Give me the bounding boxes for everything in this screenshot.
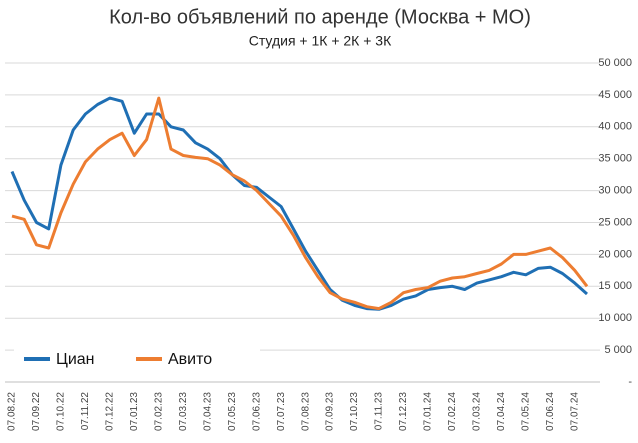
x-tick-label: 07.03.23 bbox=[178, 392, 189, 431]
y-tick-label: - bbox=[628, 376, 632, 388]
x-tick-label: 07.12.23 bbox=[398, 392, 409, 431]
x-tick-label: 07.08.22 bbox=[7, 392, 18, 431]
y-tick-label: 5 000 bbox=[604, 344, 632, 356]
x-tick-label: 07.10.22 bbox=[56, 392, 67, 431]
y-tick-label: 30 000 bbox=[598, 185, 632, 197]
x-tick-label: 07.11.22 bbox=[80, 392, 91, 431]
x-tick-label: 07.11.23 bbox=[374, 392, 385, 431]
legend: Циан Авито bbox=[14, 340, 260, 376]
x-tick-label: 07.05.24 bbox=[520, 392, 531, 431]
x-tick-label: 07.01.24 bbox=[423, 392, 434, 431]
grid: - 5 000 10 000 15 000 20 000 25 000 30 000 35 0… bbox=[5, 57, 632, 431]
x-tick-label: 07.03.24 bbox=[472, 392, 483, 431]
x-tick-label: 07.07.23 bbox=[276, 392, 287, 431]
y-tick-label: 45 000 bbox=[598, 89, 632, 101]
x-tick-label: 07.05.23 bbox=[227, 392, 238, 431]
series-line bbox=[11, 96, 589, 311]
y-tick-label: 50 000 bbox=[598, 57, 632, 69]
series-line bbox=[10, 96, 588, 311]
chart-title: Кол-во объявлений по аренде (Москва + МО… bbox=[109, 6, 531, 28]
x-tick-label: 07.07.24 bbox=[569, 392, 580, 431]
y-tick-label: 25 000 bbox=[598, 216, 632, 228]
x-tick-label: 07.06.24 bbox=[545, 392, 556, 431]
x-tick-label: 07.09.23 bbox=[325, 392, 336, 431]
x-tick-label: 07.06.23 bbox=[251, 392, 262, 431]
x-tick-label: 07.02.24 bbox=[447, 392, 458, 431]
x-tick-label: 07.10.23 bbox=[349, 392, 360, 431]
y-tick-label: 20 000 bbox=[598, 248, 632, 260]
x-tick-label: 07.08.23 bbox=[300, 392, 311, 431]
y-tick-label: 35 000 bbox=[598, 153, 632, 165]
legend-label: Циан bbox=[56, 351, 95, 368]
x-tick-label: 07.04.24 bbox=[496, 392, 507, 431]
y-tick-label: 15 000 bbox=[598, 280, 632, 292]
lines bbox=[10, 96, 589, 311]
x-tick-label: 07.04.23 bbox=[202, 392, 213, 431]
x-tick-label: 07.09.22 bbox=[31, 392, 42, 431]
x-tick-label: 07.02.23 bbox=[153, 392, 164, 431]
chart-subtitle: Студия + 1К + 2К + 3К bbox=[249, 33, 392, 49]
legend-label: Авито bbox=[168, 351, 212, 368]
x-tick-label: 07.12.22 bbox=[105, 392, 116, 431]
y-tick-label: 40 000 bbox=[598, 121, 632, 133]
y-tick-label: 10 000 bbox=[598, 312, 632, 324]
x-tick-label: 07.01.23 bbox=[129, 392, 140, 431]
